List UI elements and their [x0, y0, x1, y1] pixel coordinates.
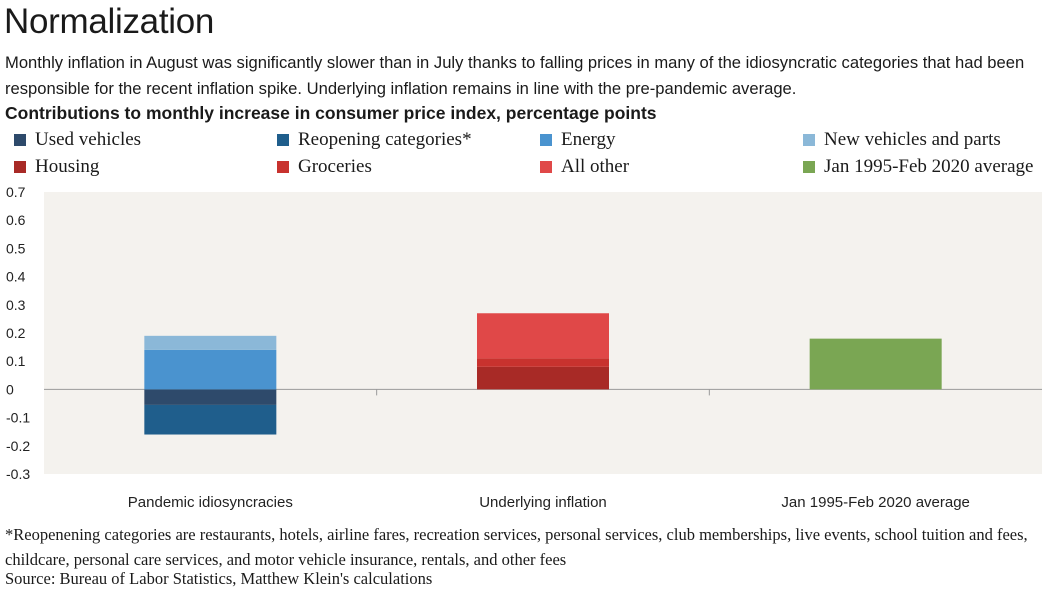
legend-label: All other: [561, 156, 630, 177]
legend-label: Groceries: [298, 156, 372, 177]
bar-segment-new-vehicles-and-parts: [144, 335, 277, 350]
chart-title: Normalization: [4, 2, 215, 41]
legend-item-all-other: All other: [540, 155, 629, 179]
legend-label: New vehicles and parts: [824, 129, 1001, 150]
legend-item-historical-average: Jan 1995-Feb 2020 average: [803, 155, 1033, 179]
chart-subtitle: Monthly inflation in August was signific…: [5, 53, 1025, 98]
legend-swatch: [14, 134, 26, 146]
y-tick-label: 0.1: [6, 353, 26, 369]
x-category-label: Underlying inflation: [479, 494, 607, 511]
y-tick-label: 0.4: [6, 269, 26, 285]
legend-item-used-vehicles: Used vehicles: [14, 128, 141, 152]
y-tick-label: -0.1: [6, 410, 30, 426]
x-category-label: Jan 1995-Feb 2020 average: [781, 494, 969, 511]
bar-segment-groceries: [477, 358, 609, 367]
bar-segment-housing: [477, 366, 609, 390]
legend-item-reopening-categories: Reopening categories*: [277, 128, 472, 152]
legend-label: Housing: [35, 156, 100, 177]
chart-heading: Contributions to monthly increase in con…: [5, 103, 657, 123]
legend-item-groceries: Groceries: [277, 155, 372, 179]
legend-label: Jan 1995-Feb 2020 average: [824, 156, 1034, 177]
y-tick-label: 0.7: [6, 184, 26, 200]
x-category-label: Pandemic idiosyncracies: [128, 494, 293, 511]
legend-swatch: [540, 134, 552, 146]
legend-swatch: [277, 134, 289, 146]
y-tick-label: 0.6: [6, 212, 26, 228]
legend-label: Energy: [561, 129, 616, 150]
bar-segment-reopening-categories: [144, 404, 277, 435]
bar-segment-all-other: [477, 313, 609, 359]
legend-swatch: [14, 161, 26, 173]
legend-item-energy: Energy: [540, 128, 616, 152]
source-note: Source: Bureau of Labor Statistics, Matt…: [5, 569, 433, 588]
legend-item-new-vehicles-and-parts: New vehicles and parts: [803, 128, 1001, 152]
y-tick-label: 0.3: [6, 297, 26, 313]
legend-swatch: [803, 134, 815, 146]
legend-label: Reopening categories*: [298, 129, 472, 150]
bar-segment-energy: [144, 349, 277, 390]
bar-segment-jan-1995-feb-2020-average: [809, 338, 942, 390]
legend-swatch: [277, 161, 289, 173]
footnote: *Reopenening categories are restaurants,…: [5, 525, 1028, 569]
legend-swatch: [803, 161, 815, 173]
bar-segment-used-vehicles: [144, 389, 277, 405]
y-tick-label: -0.2: [6, 438, 30, 454]
y-tick-label: 0.5: [6, 240, 26, 256]
legend-swatch: [540, 161, 552, 173]
chart-plot: 0.7 0.6 0.5 0.4 0.3 0.2 0.1 0 -0.1 -0.2 -0.3 Pandem…: [6, 184, 1042, 511]
legend-item-housing: Housing: [14, 155, 99, 179]
y-tick-label: 0.2: [6, 325, 26, 341]
legend-label: Used vehicles: [35, 129, 142, 150]
y-tick-label: -0.3: [6, 466, 30, 482]
y-tick-label: 0: [6, 381, 14, 397]
